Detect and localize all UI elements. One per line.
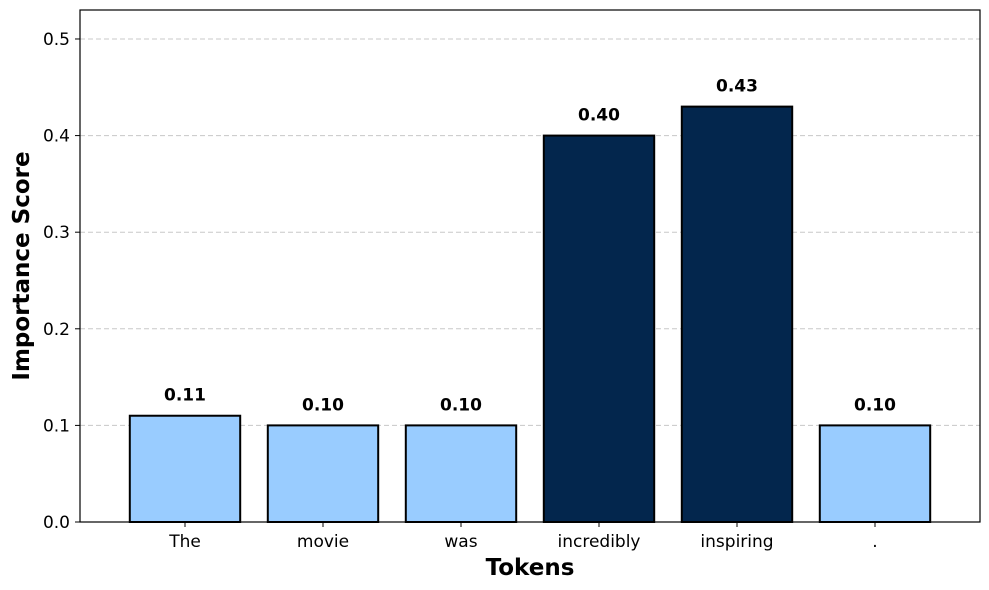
bar-the: [128, 414, 242, 523]
plot-frame: [79, 9, 981, 523]
x-axis-label: Tokens: [486, 555, 575, 581]
data-label: 0.10: [854, 395, 896, 415]
y-tick-label: 0.5: [43, 30, 70, 50]
x-tick-label: was: [444, 532, 477, 552]
y-tick-label: 0.3: [43, 223, 70, 243]
bar-was: [404, 424, 518, 524]
data-label: 0.40: [578, 106, 620, 126]
y-tick-label: 0.4: [43, 127, 70, 147]
data-label: 0.10: [440, 395, 482, 415]
x-tick-label: inspiring: [700, 532, 773, 552]
y-tick-label: 0.1: [43, 416, 70, 436]
x-tick-label: movie: [297, 532, 349, 552]
y-tick-label: 0.0: [43, 513, 70, 533]
data-label: 0.43: [716, 77, 758, 97]
data-label: 0.10: [302, 395, 344, 415]
x-tick-label: .: [872, 532, 877, 552]
y-axis-ticks: 0.0 0.1 0.2 0.3 0.4 0.5: [43, 30, 80, 533]
y-tick-label: 0.2: [43, 320, 70, 340]
x-tick-label: The: [168, 532, 201, 552]
data-label-layer: 0.11 0.10 0.10 0.40 0.43 0.10: [164, 77, 896, 416]
y-axis-label: Importance Score: [9, 151, 35, 380]
bar-movie: [266, 424, 380, 524]
x-axis-ticks: The movie was incredibly inspiring.: [168, 522, 878, 552]
bar-layer: [128, 105, 932, 524]
bar-inspiring: [680, 105, 794, 524]
bar-incredibly: [542, 134, 656, 523]
x-tick-label: incredibly: [557, 532, 640, 552]
bar-period: [818, 424, 932, 524]
grid-layer: [80, 38, 980, 426]
data-label: 0.11: [164, 386, 206, 406]
